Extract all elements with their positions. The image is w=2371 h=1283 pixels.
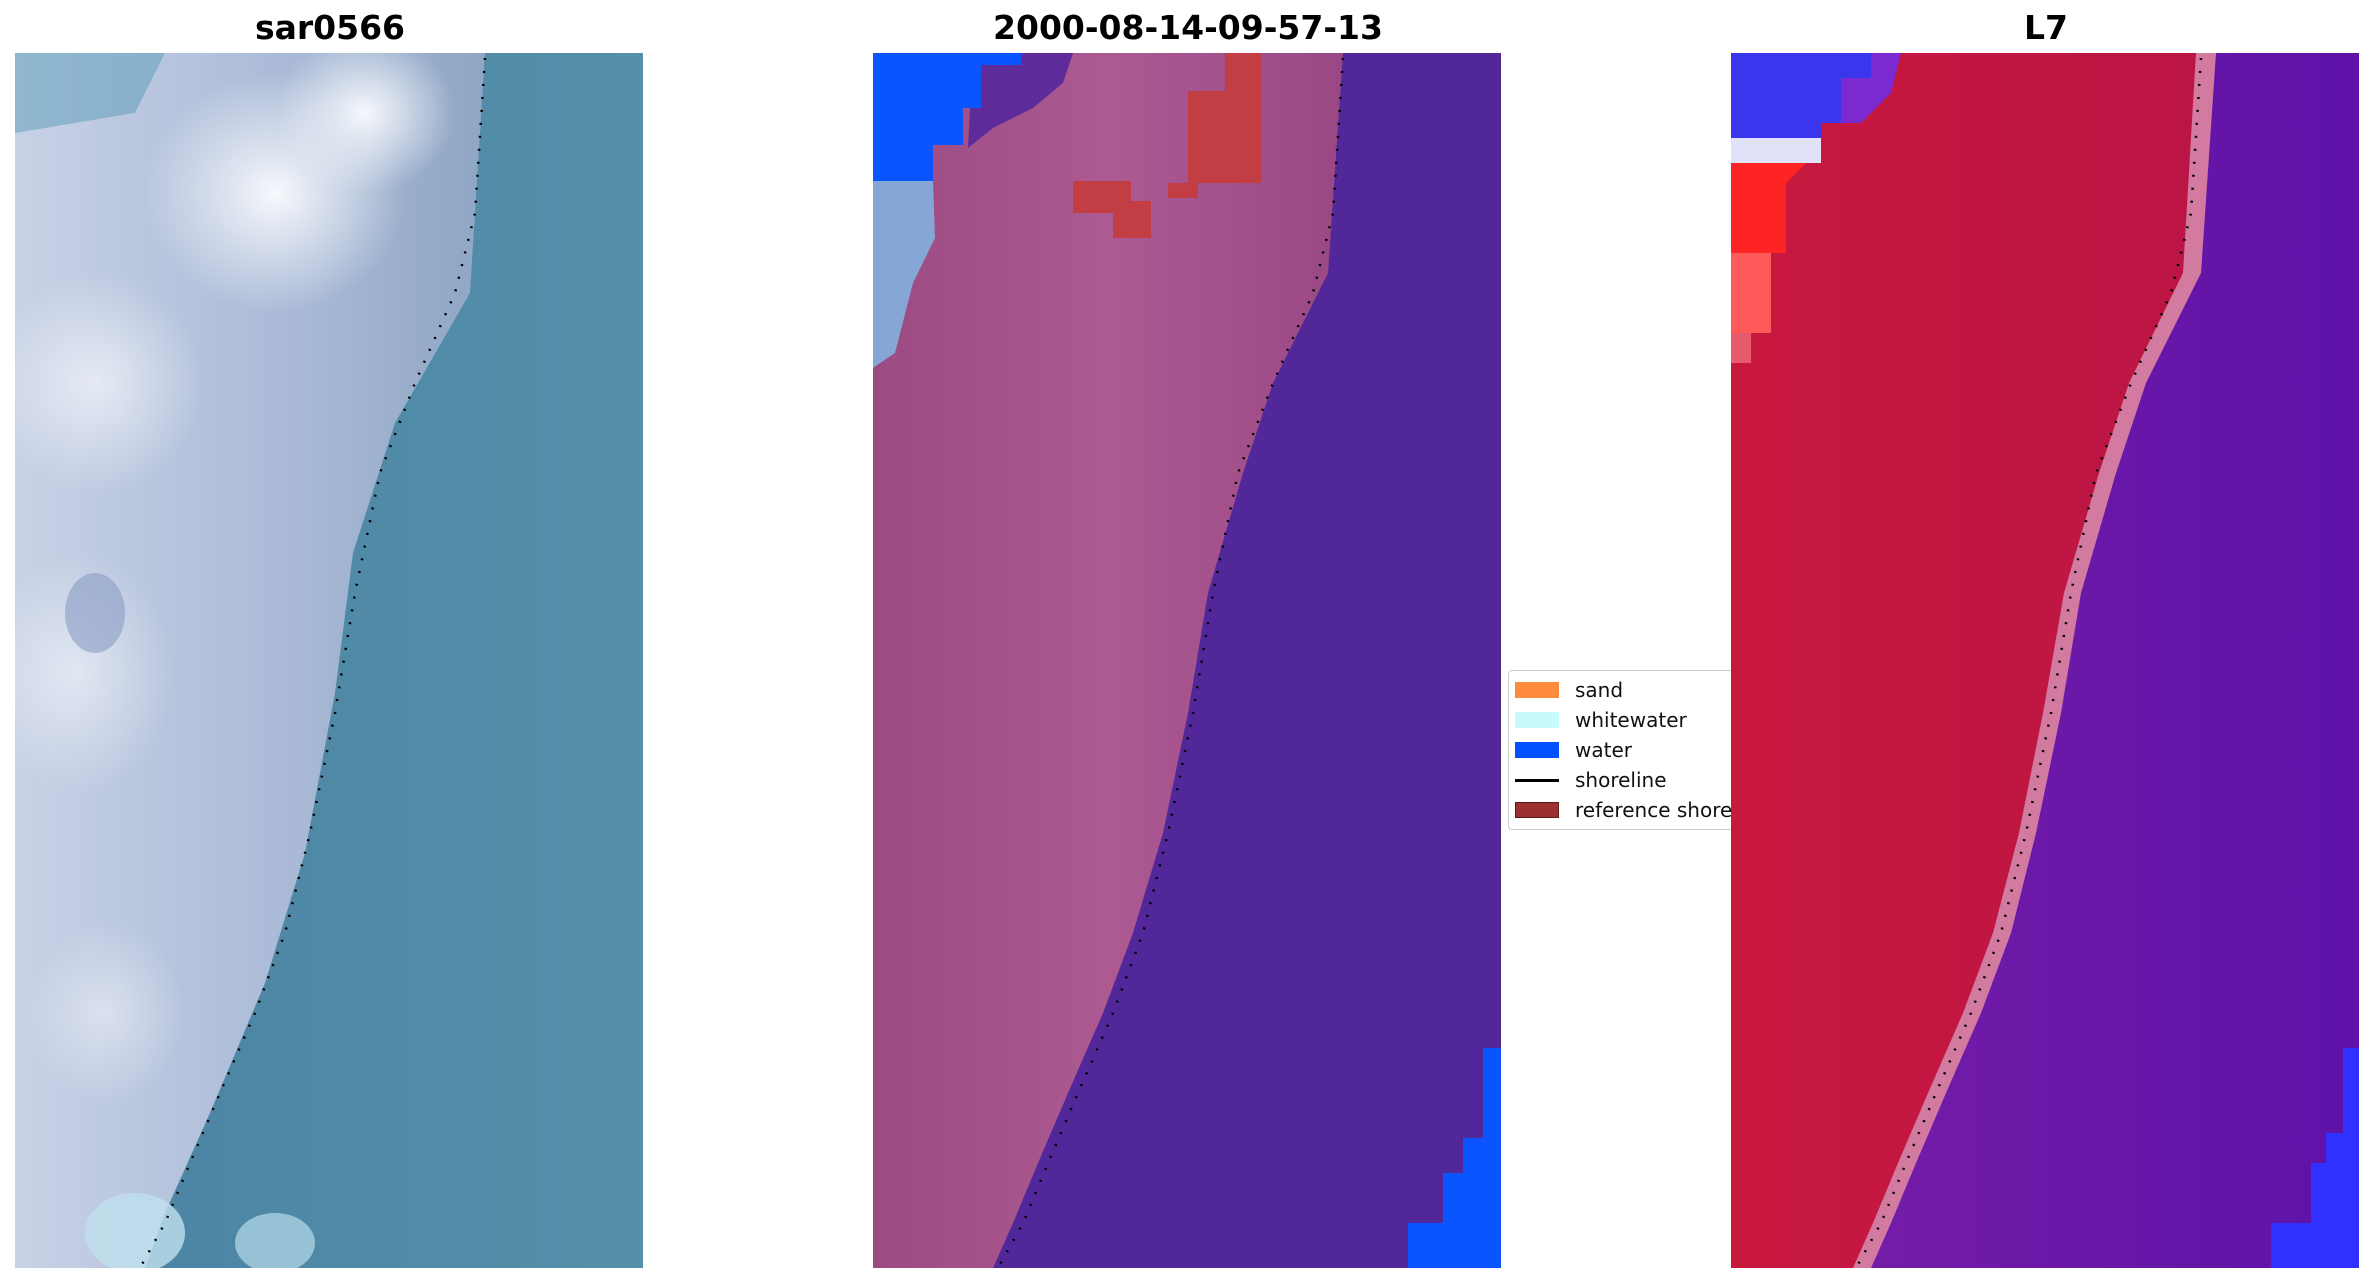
legend: sand whitewater water shoreline referenc… [1508,670,1731,830]
water-swatch [1515,742,1559,758]
land-area [873,53,1343,1268]
panel-title-rgb: sar0566 [254,8,406,47]
sand-swatch [1515,682,1559,698]
legend-label-water: water [1575,738,1632,762]
rgb-satellite-image [15,53,643,1268]
legend-item-shoreline: shoreline [1515,765,1731,795]
land-area [1731,53,2196,1268]
classified-image [873,53,1501,1268]
legend-label-whitewater: whitewater [1575,708,1687,732]
legend-item-sand: sand [1515,675,1731,705]
legend-item-water: water [1515,735,1731,765]
shoreline-line-swatch [1515,778,1559,782]
panel-title-date: 2000-08-14-09-57-13 [993,8,1383,47]
reference-shoreline-swatch [1515,802,1559,818]
legend-label-sand: sand [1575,678,1624,702]
water-class-bottom-right [1408,1048,1501,1268]
panel-classified-image: 2000-08-14-09-57-13 [873,0,1503,1283]
legend-label-shoreline: shoreline [1575,768,1667,792]
whitewater-swatch [1515,712,1559,728]
water-class-top-left [873,53,1021,181]
panel-mndwi-image: L7 [1731,0,2361,1283]
legend-label-reference-shoreline: reference shoreline [1575,798,1731,822]
legend-item-reference-shoreline: reference shoreline [1515,795,1731,825]
panel-title-sensor: L7 [2024,8,2068,47]
legend-item-whitewater: whitewater [1515,705,1731,735]
mndwi-image [1731,53,2359,1268]
reference-shoreline-patch [1168,53,1261,198]
panel-rgb-image: sar0566 [15,0,645,1283]
